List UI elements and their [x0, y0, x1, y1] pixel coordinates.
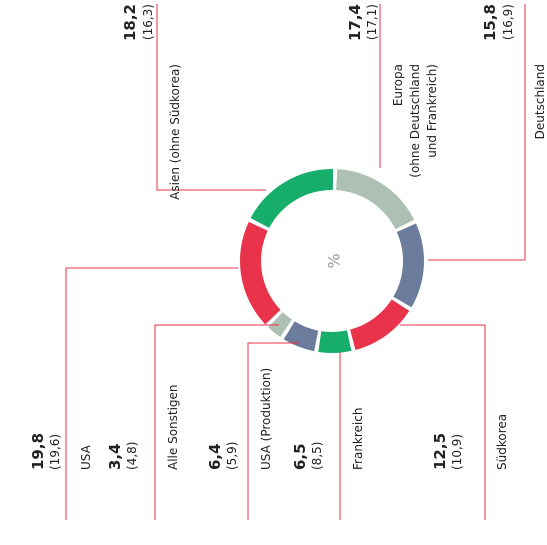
value-label: 17,4: [346, 4, 364, 41]
prior-value-label: (19,6): [48, 434, 62, 470]
leader-line: [154, 324, 279, 520]
leader-line: [400, 324, 486, 520]
donut-segment: [393, 223, 424, 308]
category-label: (ohne Deutschland: [408, 64, 422, 178]
prior-value-label: (8,5): [310, 442, 324, 470]
value-label: 15,8: [481, 4, 499, 41]
donut-segment: [240, 221, 281, 325]
leader-line: [65, 267, 238, 520]
prior-value-label: (5,9): [225, 442, 239, 470]
center-label: %: [325, 253, 344, 268]
category-label: USA: [79, 444, 93, 470]
donut-segment: [268, 312, 293, 338]
category-label: Europa: [391, 64, 405, 106]
value-label: 18,2: [121, 4, 139, 41]
category-label: Südkorea: [495, 414, 509, 470]
category-label: Frankreich: [351, 408, 365, 470]
prior-value-label: (4,8): [125, 442, 139, 470]
prior-value-label: (16,3): [141, 4, 155, 40]
value-label: 3,4: [106, 443, 124, 470]
category-label: Deutschland: [533, 64, 547, 139]
donut-segment: [336, 169, 415, 230]
leader-line: [247, 342, 300, 520]
category-label: USA (Produktion): [259, 368, 273, 470]
value-label: 19,8: [29, 433, 47, 470]
prior-value-label: (17,1): [365, 4, 379, 40]
prior-value-label: (16,9): [501, 4, 515, 40]
value-label: 12,5: [431, 433, 449, 470]
donut-segment: [350, 299, 410, 350]
category-label: Asien (ohne Südkorea): [168, 64, 182, 200]
donut-segment: [318, 330, 352, 354]
donut-segment: [250, 169, 334, 228]
leader-line: [156, 4, 266, 191]
category-label: und Frankreich): [425, 64, 439, 158]
category-label: Alle Sonstigen: [166, 384, 180, 470]
value-label: 6,4: [206, 443, 224, 470]
value-label: 6,5: [291, 443, 309, 470]
donut-segment: [283, 321, 319, 352]
leader-line: [428, 4, 526, 261]
prior-value-label: (10,9): [450, 434, 464, 470]
